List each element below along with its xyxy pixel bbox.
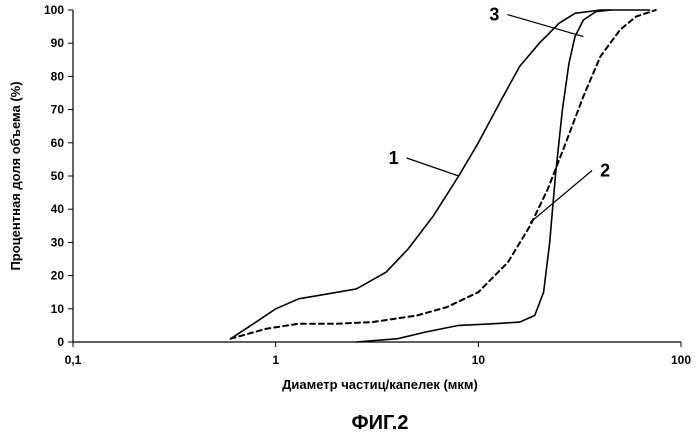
x-tick-label: 0,1 (65, 353, 82, 367)
y-axis-title: Процентная доля объема (%) (8, 81, 23, 270)
callout-3-leader (507, 15, 583, 37)
y-tick-label: 100 (44, 3, 64, 17)
callout-2-label: 2 (600, 160, 610, 180)
y-tick-label: 80 (51, 69, 65, 83)
y-tick-label: 20 (51, 269, 65, 283)
y-tick-label: 50 (51, 169, 65, 183)
x-tick-label: 10 (472, 353, 486, 367)
y-tick-label: 30 (51, 235, 65, 249)
x-axis-title: Диаметр частиц/капелек (мкм) (282, 377, 478, 392)
callout-1-label: 1 (389, 148, 399, 168)
callout-3-label: 3 (489, 5, 499, 25)
callout-1-leader (407, 158, 459, 176)
series-2-line (231, 10, 656, 339)
y-tick-label: 70 (51, 103, 65, 117)
y-tick-label: 90 (51, 36, 65, 50)
y-tick-label: 0 (57, 335, 64, 349)
x-tick-label: 100 (671, 353, 691, 367)
callout-2-leader (530, 170, 592, 222)
y-tick-label: 60 (51, 136, 65, 150)
y-tick-label: 10 (51, 302, 65, 316)
x-tick-label: 1 (272, 353, 279, 367)
figure-caption: ФИГ.2 (352, 412, 409, 434)
y-tick-label: 40 (51, 202, 65, 216)
axes: 0 10 20 30 40 50 60 70 80 90 100 0,1 1 10 100 (44, 3, 691, 367)
series-layer (231, 10, 656, 342)
